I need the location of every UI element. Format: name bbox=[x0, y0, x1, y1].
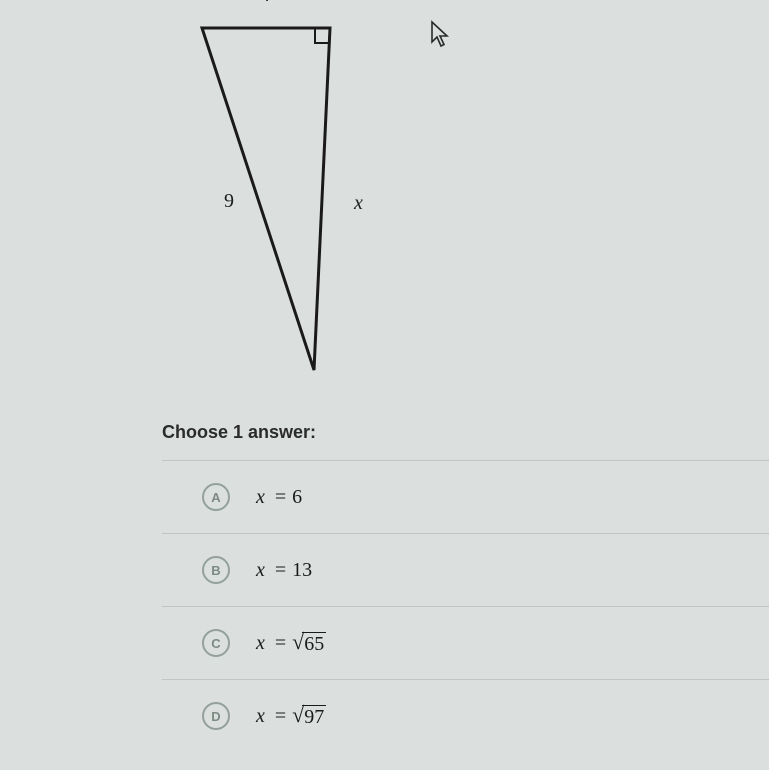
option-letter: C bbox=[202, 629, 230, 657]
triangle-shape bbox=[202, 28, 330, 370]
option-letter: B bbox=[202, 556, 230, 584]
option-equation: x=√65 bbox=[256, 631, 326, 655]
option-equation: x=√97 bbox=[256, 704, 326, 728]
option-d[interactable]: Dx=√97 bbox=[162, 679, 769, 752]
triangle-svg bbox=[180, 0, 440, 400]
cursor-icon bbox=[430, 20, 452, 53]
option-equation: x=6 bbox=[256, 486, 302, 509]
option-letter: D bbox=[202, 702, 230, 730]
prompt-text: Choose 1 answer: bbox=[162, 422, 316, 443]
label-top: 4 bbox=[260, 0, 270, 7]
option-equation: x=13 bbox=[256, 559, 312, 582]
option-a[interactable]: Ax=6 bbox=[162, 460, 769, 533]
options-list: Ax=6Bx=13Cx=√65Dx=√97 bbox=[162, 460, 769, 752]
triangle-figure: 4 9 x bbox=[180, 0, 440, 400]
right-angle-marker bbox=[315, 28, 330, 43]
option-b[interactable]: Bx=13 bbox=[162, 533, 769, 606]
label-hypotenuse: 9 bbox=[224, 190, 234, 213]
label-right-side: x bbox=[354, 192, 363, 215]
option-letter: A bbox=[202, 483, 230, 511]
option-c[interactable]: Cx=√65 bbox=[162, 606, 769, 679]
